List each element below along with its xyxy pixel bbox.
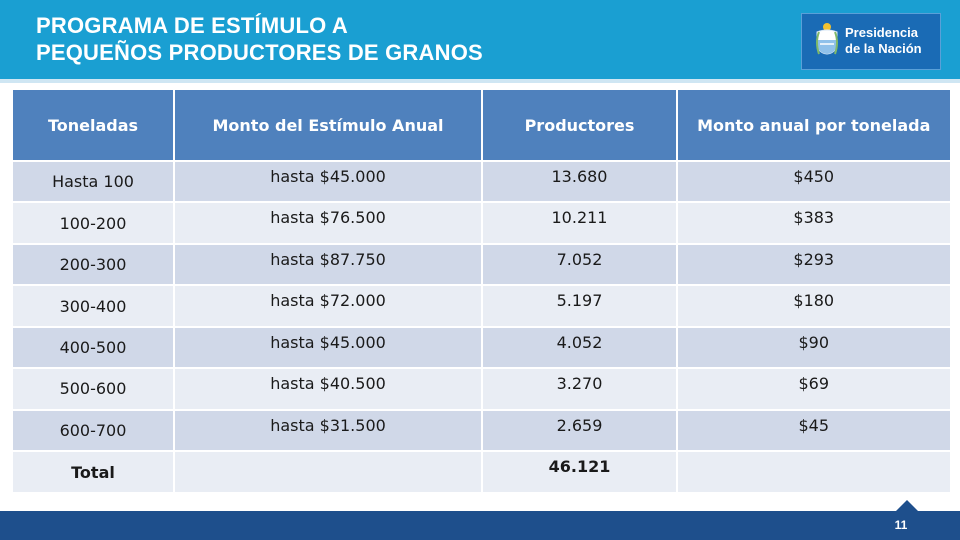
table-header-row: Toneladas Monto del Estímulo Anual Produ…	[11, 89, 951, 162]
cell-monto-por-tonelada: $383	[676, 201, 951, 245]
table-row: 600-700 hasta $31.500 2.659 $45	[11, 408, 951, 452]
cell-toneladas: Hasta 100	[11, 159, 175, 203]
cell-monto-estimulo: hasta $31.500	[173, 408, 483, 452]
cell-productores: 10.211	[481, 201, 678, 245]
cell-total-label: Total	[11, 450, 175, 494]
slide-header: PROGRAMA DE ESTÍMULO A PEQUEÑOS PRODUCTO…	[0, 0, 960, 79]
page-number: 11	[894, 518, 908, 532]
cell-monto-estimulo: hasta $87.750	[173, 242, 483, 286]
cell-toneladas: 100-200	[11, 201, 175, 245]
cell-toneladas: 300-400	[11, 284, 175, 328]
cell-productores: 7.052	[481, 242, 678, 286]
page-number-tab	[896, 500, 918, 511]
column-header-monto-estimulo: Monto del Estímulo Anual	[173, 89, 483, 162]
cell-toneladas: 400-500	[11, 325, 175, 369]
cell-total-monto	[173, 450, 483, 494]
cell-monto-estimulo: hasta $45.000	[173, 325, 483, 369]
cell-productores: 5.197	[481, 284, 678, 328]
table-row: 200-300 hasta $87.750 7.052 $293	[11, 242, 951, 286]
stimulus-table: Toneladas Monto del Estímulo Anual Produ…	[11, 89, 951, 494]
cell-monto-por-tonelada: $90	[676, 325, 951, 369]
slide-title: PROGRAMA DE ESTÍMULO A PEQUEÑOS PRODUCTO…	[36, 12, 483, 66]
cell-monto-estimulo: hasta $45.000	[173, 159, 483, 203]
presidencia-logo: Presidencia de la Nación	[801, 13, 941, 70]
cell-total-monto-por-tonelada	[676, 450, 951, 494]
cell-monto-estimulo: hasta $76.500	[173, 201, 483, 245]
table-row: 500-600 hasta $40.500 3.270 $69	[11, 367, 951, 411]
cell-toneladas: 200-300	[11, 242, 175, 286]
column-header-toneladas: Toneladas	[11, 89, 175, 162]
cell-toneladas: 500-600	[11, 367, 175, 411]
coat-of-arms-icon	[816, 23, 838, 55]
cell-monto-por-tonelada: $450	[676, 159, 951, 203]
cell-monto-por-tonelada: $180	[676, 284, 951, 328]
table-total-row: Total 46.121	[11, 450, 951, 494]
column-header-productores: Productores	[481, 89, 678, 162]
slide-title-line-1: PROGRAMA DE ESTÍMULO A	[36, 13, 348, 38]
table-row: 300-400 hasta $72.000 5.197 $180	[11, 284, 951, 328]
logo-text: Presidencia de la Nación	[845, 25, 922, 57]
cell-total-productores: 46.121	[481, 450, 678, 494]
column-header-monto-por-tonelada: Monto anual por tonelada	[676, 89, 951, 162]
cell-monto-estimulo: hasta $40.500	[173, 367, 483, 411]
cell-productores: 4.052	[481, 325, 678, 369]
slide-title-line-2: PEQUEÑOS PRODUCTORES DE GRANOS	[36, 40, 483, 65]
table-row: 100-200 hasta $76.500 10.211 $383	[11, 201, 951, 245]
cell-monto-por-tonelada: $69	[676, 367, 951, 411]
cell-productores: 13.680	[481, 159, 678, 203]
cell-productores: 2.659	[481, 408, 678, 452]
table-row: Hasta 100 hasta $45.000 13.680 $450	[11, 159, 951, 203]
slide-footer	[0, 511, 960, 540]
logo-text-line-1: Presidencia	[845, 25, 918, 40]
logo-text-line-2: de la Nación	[845, 41, 922, 56]
cell-toneladas: 600-700	[11, 408, 175, 452]
cell-monto-estimulo: hasta $72.000	[173, 284, 483, 328]
cell-monto-por-tonelada: $293	[676, 242, 951, 286]
cell-productores: 3.270	[481, 367, 678, 411]
header-divider	[0, 79, 960, 83]
cell-monto-por-tonelada: $45	[676, 408, 951, 452]
table-row: 400-500 hasta $45.000 4.052 $90	[11, 325, 951, 369]
